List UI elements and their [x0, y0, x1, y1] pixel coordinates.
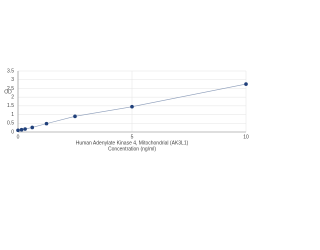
data-point [23, 127, 27, 131]
x-axis-label: Human Adenylate Kinase 4, Mitochondrial … [76, 140, 189, 146]
data-point [244, 82, 248, 86]
data-point [73, 114, 77, 119]
y-tick-label: 3.5 [7, 68, 14, 74]
data-point [44, 121, 49, 126]
y-tick-label: 1.5 [7, 103, 14, 109]
y-tick-label: 2 [11, 94, 14, 100]
x-tick-label: 10 [243, 134, 249, 140]
y-axis-label: OD [4, 89, 12, 95]
y-tick-label: 3 [11, 77, 14, 83]
x-tick-label: 5 [131, 134, 134, 140]
y-tick-label: 0.5 [7, 121, 14, 127]
x-axis-label: Concentration (ng/ml) [108, 146, 156, 152]
data-point [16, 128, 20, 133]
y-tick-label: 0 [11, 129, 14, 135]
y-tick-label: 2.5 [7, 86, 14, 92]
data-point [19, 127, 24, 132]
data-point [30, 125, 35, 130]
chart: OD Human Adenylate Kinase 4, Mitochondri… [4, 68, 249, 152]
x-tick-label: 0 [17, 134, 20, 140]
data-point [130, 104, 134, 109]
y-tick-label: 1 [11, 112, 14, 118]
